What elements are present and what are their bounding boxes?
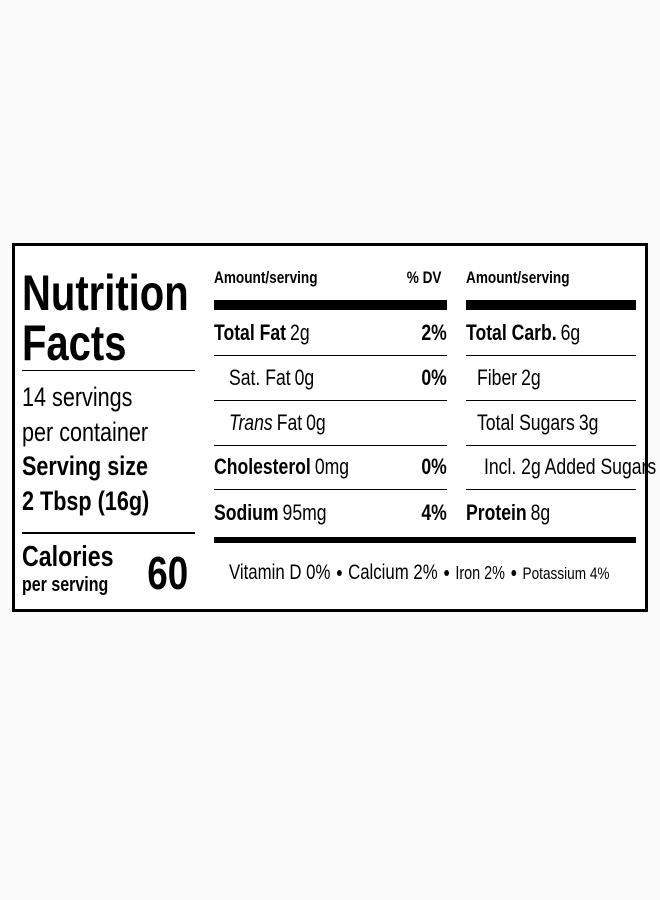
nutrient-amount: 2g [290, 320, 310, 345]
nutrient-name: Incl. 2g Added Sugars [484, 454, 657, 479]
divider [214, 489, 447, 490]
footer-item: Iron 2% [455, 563, 505, 583]
footer-item: Potassium 4% [522, 564, 610, 583]
nutrient-name: Protein [466, 500, 527, 525]
divider [22, 370, 195, 371]
nutrient-amount: 8g [530, 500, 551, 525]
title-line: Facts [22, 315, 127, 371]
serving-size-value: 2 Tbsp (16g) [22, 486, 150, 516]
divider [214, 400, 447, 401]
nutrient-name: Sodium [214, 500, 279, 525]
nutrient-row: Cholesterol 0mg [214, 456, 349, 478]
nutrient-name: Sat. Fat [229, 365, 291, 390]
nutrient-name: Total Sugars [477, 410, 575, 435]
nutrient-row: Total Sugars 3g [477, 412, 598, 434]
nutrient-amount: 3g [578, 410, 599, 435]
column-header: % DV [406, 268, 441, 287]
thick-bar [214, 537, 636, 543]
nutrient-amount: 0g [306, 410, 326, 435]
nutrient-row: Total Carb. 6g [466, 322, 580, 344]
nutrient-name: Total Fat [214, 320, 287, 345]
nutrient-row: Trans Fat 0g [229, 412, 326, 434]
nutrient-name: Cholesterol [214, 454, 311, 479]
divider [214, 355, 447, 356]
bullet [444, 570, 449, 577]
serving-size-label: Serving size [22, 451, 149, 481]
nutrient-row: Fiber 2g [477, 367, 541, 389]
nutrient-amount: 6g [560, 320, 581, 345]
daily-value: 4% [421, 500, 447, 525]
footer: Vitamin D 0% Calcium 2% Iron 2% Potassium 4… [229, 562, 609, 583]
daily-value: 0% [421, 365, 447, 390]
nutrient-amount: 0mg [314, 454, 350, 479]
daily-value: 0% [421, 454, 447, 479]
column-header: Amount/serving [214, 268, 318, 287]
divider [466, 400, 636, 401]
column-header: Amount/serving [466, 268, 570, 287]
thick-bar [214, 300, 447, 310]
calories-value: 60 [147, 547, 188, 599]
bullet [336, 570, 342, 577]
calories-label: Calories [22, 541, 114, 573]
daily-value: 2% [421, 320, 447, 345]
nutrient-row: Total Fat 2g [214, 322, 310, 344]
nutrient-row: Protein 8g [466, 502, 550, 524]
footer-item: Calcium 2% [348, 561, 438, 584]
servings-line: per container [22, 417, 149, 447]
calories-sublabel: per serving [22, 574, 109, 596]
footer-item: Vitamin D 0% [229, 561, 331, 584]
nutrient-name-italic: Trans [229, 410, 273, 435]
nutrient-row: Incl. 2g Added Sugars [484, 456, 656, 478]
thick-bar [466, 300, 636, 310]
nutrient-name: Fiber [477, 365, 518, 390]
nutrient-row: Sat. Fat 0g [229, 367, 314, 389]
nutrient-name: Total Carb. [466, 320, 557, 345]
nutrient-amount: 0g [294, 365, 315, 390]
nutrient-name: Fat [276, 410, 303, 435]
servings-line: 14 servings [22, 382, 133, 412]
divider [466, 489, 636, 490]
bullet [511, 570, 517, 577]
title-line: Nutrition [22, 265, 189, 321]
divider [466, 355, 636, 356]
nutrient-row: Sodium 95mg [214, 502, 327, 524]
nutrient-amount: 95mg [282, 500, 327, 525]
divider [22, 532, 195, 534]
nutrient-amount: 2g [521, 365, 541, 390]
divider [214, 445, 447, 446]
divider [466, 445, 636, 446]
